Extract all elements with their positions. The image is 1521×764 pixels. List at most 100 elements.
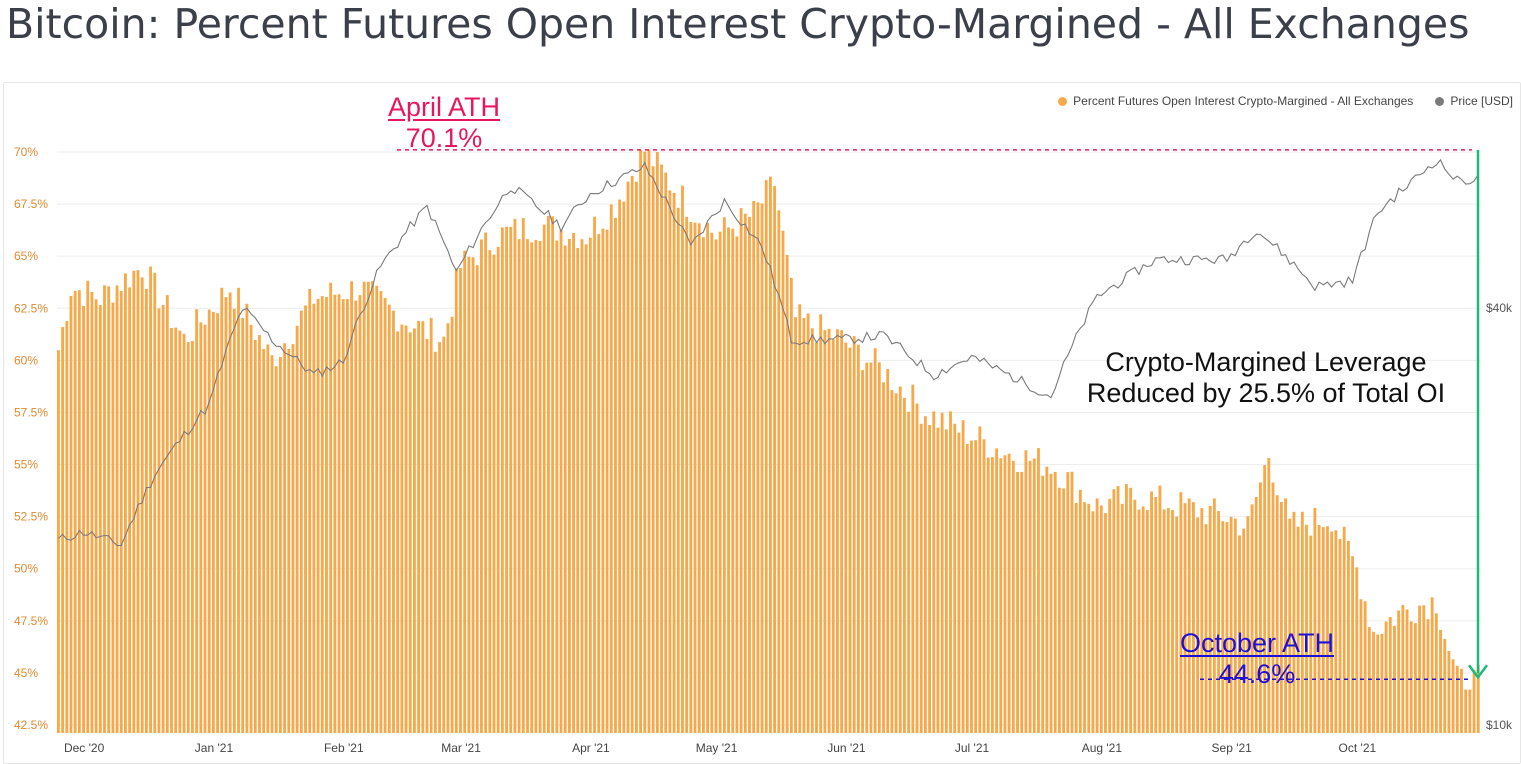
oi-bar xyxy=(366,281,370,733)
oi-bar xyxy=(266,344,270,733)
oi-bar xyxy=(1263,465,1267,733)
oi-bar xyxy=(844,342,848,733)
oi-bar xyxy=(471,257,475,733)
legend-item-oi[interactable]: Percent Futures Open Interest Crypto-Mar… xyxy=(1058,94,1413,108)
oi-bar xyxy=(98,305,102,733)
x-tick-label: Jan '21 xyxy=(195,741,234,755)
y-right-tick-label: $40k xyxy=(1486,301,1513,315)
oi-bar xyxy=(325,297,328,733)
oi-bar xyxy=(1150,491,1153,733)
oi-bar xyxy=(928,425,931,733)
oi-bar xyxy=(898,386,902,733)
oi-bar xyxy=(132,270,136,733)
oi-bar xyxy=(362,281,366,733)
x-tick-label: Jun '21 xyxy=(827,741,866,755)
oi-bar xyxy=(517,239,521,733)
oi-bar xyxy=(1413,623,1417,733)
oi-bar xyxy=(111,302,115,733)
oi-bar xyxy=(1476,664,1480,733)
oi-bar xyxy=(82,305,85,733)
oi-bar xyxy=(195,309,199,733)
oi-bar xyxy=(869,362,873,733)
oi-bar xyxy=(601,228,605,734)
oi-bar xyxy=(144,288,148,733)
x-tick-label: Dec '20 xyxy=(64,741,105,755)
oi-bar xyxy=(400,324,404,733)
x-axis: Dec '20 Jan '21 Feb '21 Mar '21 Apr '21 May '… xyxy=(64,741,1377,755)
y-tick-label: 47.5% xyxy=(14,614,48,628)
oi-bar xyxy=(1045,466,1049,733)
oi-bar xyxy=(1279,501,1283,733)
oi-bar xyxy=(1342,526,1346,733)
oi-bar xyxy=(668,190,672,734)
oi-bar xyxy=(559,229,563,734)
bar-series xyxy=(57,149,1480,734)
oi-bar xyxy=(618,199,622,733)
legend-item-price[interactable]: Price [USD] xyxy=(1435,94,1513,108)
oi-bar xyxy=(387,304,391,733)
oi-bar xyxy=(739,208,743,733)
oi-bar xyxy=(1087,503,1091,733)
oi-bar xyxy=(287,349,291,733)
y-tick-label: 45% xyxy=(14,666,38,680)
oi-bar xyxy=(274,366,278,733)
x-tick-label: Sep '21 xyxy=(1212,741,1253,755)
oi-bar xyxy=(827,328,831,733)
legend-price-label: Price [USD] xyxy=(1450,94,1513,108)
y-axis-left: 42.5% 45% 47.5% 50% 52.5% 55% 57.5% 60% 62.5% 65%… xyxy=(14,145,48,732)
oi-bar xyxy=(417,320,421,733)
oi-bar xyxy=(94,299,98,733)
oi-bar xyxy=(333,294,337,733)
oi-bar xyxy=(1049,473,1053,733)
oi-bar xyxy=(1451,659,1455,733)
oi-bar xyxy=(978,426,982,733)
oi-bar xyxy=(283,343,287,733)
oi-bar xyxy=(911,384,915,733)
oi-bar xyxy=(567,238,571,733)
oi-bar xyxy=(1016,471,1019,733)
oi-bar xyxy=(262,349,266,733)
oi-bar xyxy=(1455,665,1459,733)
oi-bar xyxy=(149,266,152,733)
oi-bar xyxy=(630,175,634,734)
april-ath-value: 70.1% xyxy=(405,123,483,154)
oi-bar xyxy=(970,440,973,733)
oi-bar xyxy=(299,310,303,733)
oi-bar xyxy=(1053,472,1057,733)
oi-bar xyxy=(764,180,768,733)
oi-bar xyxy=(1024,450,1028,733)
oi-bar xyxy=(237,287,240,733)
oi-bar xyxy=(907,411,911,733)
oi-bar xyxy=(986,457,990,733)
oi-bar xyxy=(1271,482,1275,733)
oi-bar xyxy=(769,176,772,733)
oi-bar xyxy=(1334,530,1338,733)
oi-bar xyxy=(1066,472,1070,733)
oi-bar xyxy=(789,277,793,733)
oi-bar xyxy=(1217,511,1220,733)
oi-bar xyxy=(651,166,655,733)
oi-bar xyxy=(731,228,735,733)
oi-bar xyxy=(1292,511,1296,733)
oi-bar xyxy=(727,227,730,733)
oi-bar xyxy=(877,362,881,733)
oi-bar xyxy=(421,321,425,733)
oi-bar xyxy=(584,244,588,733)
oi-bar xyxy=(1447,650,1451,733)
oi-bar xyxy=(1200,508,1204,733)
oi-bar xyxy=(664,172,668,733)
reduction-arrow xyxy=(1468,149,1488,680)
oi-bar xyxy=(944,429,948,733)
oi-bar xyxy=(1062,488,1066,733)
oi-bar xyxy=(1242,528,1246,733)
oi-bar xyxy=(505,226,508,734)
oi-bar xyxy=(1405,609,1409,733)
oi-bar xyxy=(73,290,77,733)
oi-bar xyxy=(124,273,127,733)
oi-bar xyxy=(232,308,236,733)
oi-bar xyxy=(459,268,462,733)
oi-bar xyxy=(718,231,722,733)
oi-bar xyxy=(609,204,613,734)
oi-bar xyxy=(748,216,751,734)
oi-bar xyxy=(1020,471,1024,733)
